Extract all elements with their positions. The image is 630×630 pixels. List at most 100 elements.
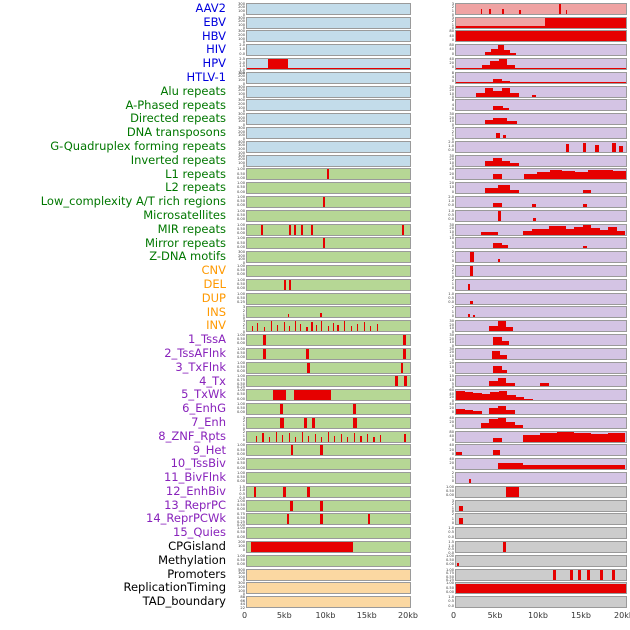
signal-segment	[531, 204, 536, 208]
signal-segment	[524, 398, 533, 401]
track-label: HIV	[206, 43, 226, 57]
signal-segment	[256, 323, 258, 332]
track-label: Alu repeats	[160, 84, 226, 98]
signal-segment	[484, 52, 491, 56]
track-panel-right	[455, 389, 627, 402]
y-tick-label: 1.0	[239, 47, 245, 52]
signal-segment	[490, 60, 499, 70]
signal-segment	[480, 231, 498, 235]
signal-segment	[497, 406, 507, 414]
signal-segment	[510, 189, 519, 194]
signal-segment	[549, 169, 563, 180]
signal-segment	[306, 348, 310, 359]
track-row-3_TxFlnk: 3_TxFlnk 1.00 0.50 0.00 20 10 0	[0, 361, 630, 375]
track-panel-right	[455, 375, 627, 388]
y-tick-label: 0.50	[236, 337, 245, 342]
y-axis-ticks-right: 30 20 10 0	[438, 223, 455, 237]
y-tick-label: 1.5	[448, 539, 454, 544]
track-row-EBV: EBV 300 200 100 0 3 2 1 0	[0, 16, 630, 30]
signal-segment	[347, 436, 349, 442]
y-tick-label: 0	[242, 26, 245, 31]
y-tick-label: 0	[451, 509, 454, 514]
y-axis-ticks-left: 500 300 100 0	[229, 568, 246, 583]
y-tick-label: 2	[242, 322, 245, 327]
track-panel-left	[246, 361, 411, 374]
track-panel-right	[455, 196, 627, 209]
signal-segment	[493, 157, 502, 166]
y-tick-label: 2.5	[239, 57, 245, 62]
signal-segment	[491, 351, 501, 359]
y-tick-label: 0	[242, 136, 245, 141]
signal-segment	[288, 432, 290, 442]
signal-segment	[332, 323, 334, 332]
y-tick-label: 0.00	[236, 175, 245, 180]
y-tick-label: 0.0	[448, 148, 454, 153]
signal-segment	[502, 541, 507, 552]
y-tick-label: 1.00	[236, 443, 245, 448]
track-row-6_EnhG: 6_EnhG 1.00 0.50 0.00 40 20 0	[0, 402, 630, 416]
signal-segment	[320, 500, 323, 511]
track-panel-left	[246, 306, 411, 319]
track-panel-left	[246, 403, 411, 415]
track-label: 6_EnhG	[182, 402, 226, 416]
track-panel-right	[455, 58, 627, 71]
signal-segment	[288, 326, 290, 332]
track-panel-left	[246, 58, 411, 71]
track-row-Directed repeats: Directed repeats 300 200 100 0 30 20 10 0	[0, 112, 630, 127]
signal-segment	[456, 584, 626, 594]
y-axis-ticks-left: 1.00 0.50 0.00	[229, 527, 246, 539]
signal-segment	[376, 324, 378, 332]
y-tick-label: 1.00	[445, 581, 454, 586]
signal-segment	[456, 451, 462, 456]
track-label: Directed repeats	[130, 112, 226, 126]
y-tick-label: 1	[451, 516, 454, 521]
track-panel-left	[246, 265, 411, 278]
signal-segment	[599, 229, 609, 235]
track-label: EBV	[203, 15, 226, 29]
y-tick-label: 0.00	[236, 465, 245, 470]
y-tick-label: 0	[451, 95, 454, 100]
y-tick-label: 0	[242, 578, 245, 583]
y-tick-label: 0	[451, 330, 454, 334]
signal-segment	[510, 162, 519, 166]
signal-segment	[262, 432, 264, 442]
track-panel-left	[246, 30, 411, 43]
signal-segment	[523, 434, 541, 442]
y-tick-label: 200	[238, 74, 245, 79]
y-tick-label: 0.00	[236, 217, 245, 222]
track-panel-left	[246, 237, 411, 250]
track-panel-right	[455, 71, 627, 84]
y-tick-label: 0.0	[448, 217, 454, 222]
y-tick-label: 20	[449, 157, 454, 162]
signal-segment	[456, 31, 626, 42]
signal-segment	[493, 79, 502, 83]
y-tick-label: 1	[451, 9, 454, 14]
y-tick-label: 1.0	[239, 488, 245, 493]
track-label: TAD_boundary	[142, 595, 226, 609]
y-tick-label: 100	[238, 544, 245, 549]
track-row-HTLV-1: HTLV-1 300 200 100 0 8 4 0	[0, 71, 630, 85]
track-row-5_TxWk: 5_TxWk 1.00 0.50 0.00 60 40 20 0	[0, 388, 630, 403]
track-row-Z-DNA motifs: Z-DNA motifs 300 200 100 0 2 1 0	[0, 250, 630, 265]
y-tick-label: 0.5	[448, 547, 454, 552]
signal-segment	[484, 87, 494, 97]
track-panel-left	[246, 513, 411, 526]
y-tick-label: 0	[451, 65, 454, 70]
signal-segment	[367, 514, 371, 525]
y-tick-label: 1.00	[236, 553, 245, 558]
y-axis-ticks-left: 88 66 44 22	[229, 596, 246, 610]
signal-segment	[578, 569, 582, 580]
signal-segment	[247, 68, 410, 70]
y-tick-label: 0.00	[236, 355, 245, 360]
signal-segment	[270, 321, 272, 332]
track-panel-right	[455, 334, 627, 347]
y-tick-label: 100	[238, 150, 245, 155]
y-axis-ticks-right: 1.00 0.50 0.00	[438, 485, 455, 498]
y-tick-label: 20	[449, 88, 454, 93]
y-axis-ticks-left: 2.5 2.0 1.5 1.0 0.5	[229, 57, 246, 75]
y-tick-label: 40	[449, 433, 454, 438]
y-tick-label: 300	[238, 1, 245, 6]
